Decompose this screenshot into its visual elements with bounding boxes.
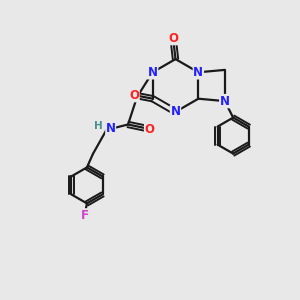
Text: O: O [129,88,139,102]
Text: O: O [168,32,178,45]
Text: N: N [194,66,203,79]
Text: N: N [220,94,230,108]
Text: N: N [106,122,116,136]
Text: N: N [170,105,181,119]
Text: H: H [94,121,102,131]
Text: O: O [145,122,154,136]
Text: F: F [80,209,88,222]
Text: N: N [148,66,158,79]
